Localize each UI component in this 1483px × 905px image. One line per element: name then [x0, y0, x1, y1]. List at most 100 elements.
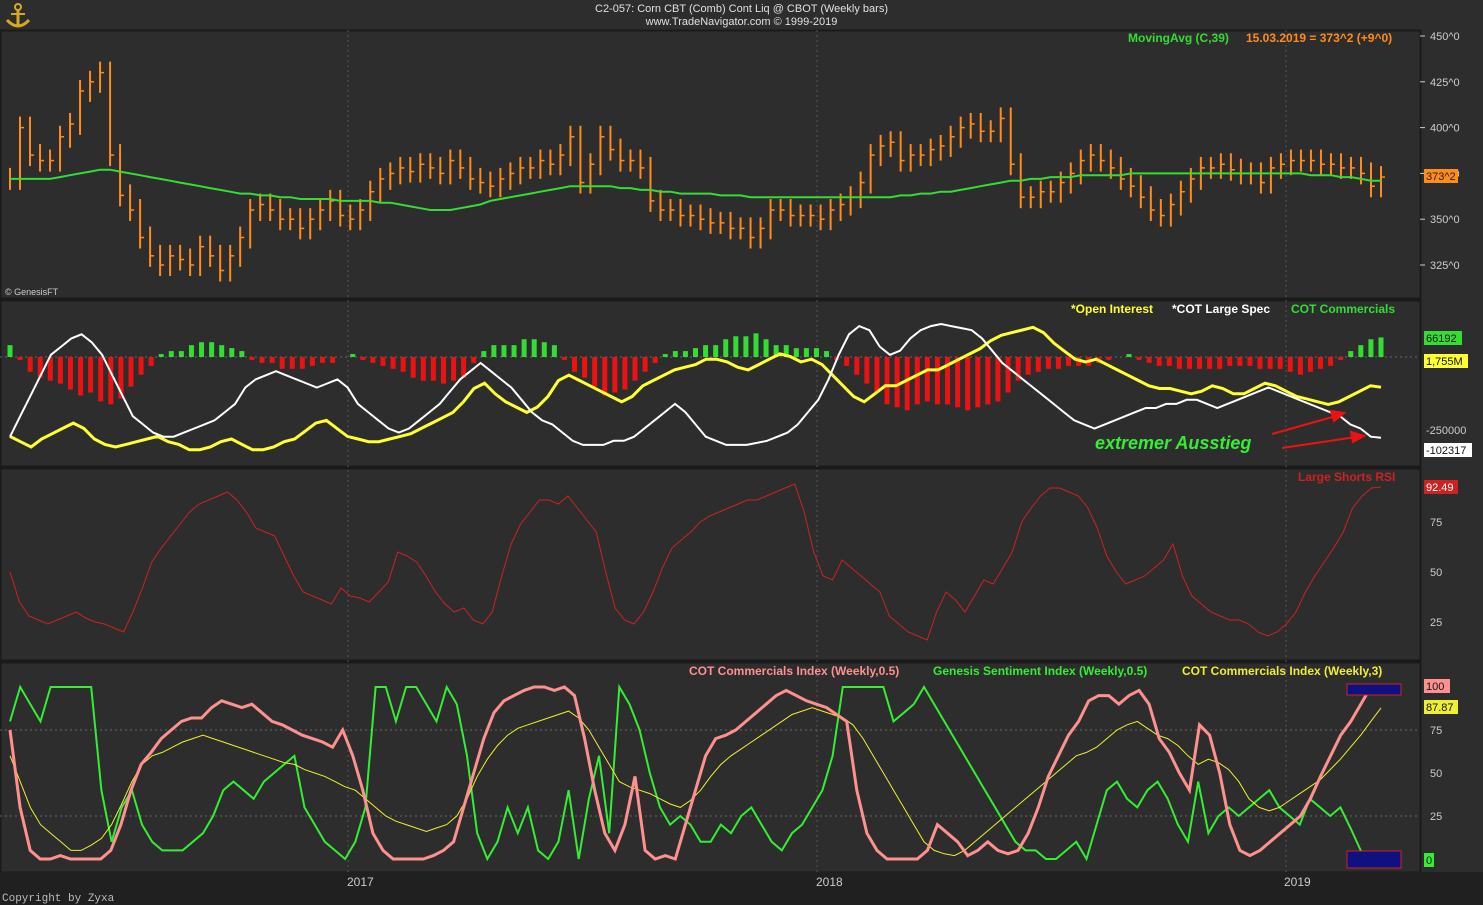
commercials-bar [148, 357, 154, 366]
rsi-badge: 92.49 [1426, 482, 1454, 494]
spec-badge-bg [1424, 443, 1472, 457]
panel-frame-3 [0, 661, 1422, 874]
cot-index3-badge: 87.87 [1426, 702, 1454, 714]
price-bars [9, 61, 1385, 282]
commercials-bar [1348, 351, 1354, 357]
commercials-bar [1257, 357, 1263, 369]
commercials-bar [965, 357, 971, 411]
commercials-bar [572, 357, 578, 372]
commercials-bar [693, 348, 698, 357]
commercials-bar [612, 357, 618, 393]
commercials-bar [249, 357, 255, 360]
commercials-bar [1267, 357, 1273, 369]
commercials-bar [521, 339, 527, 357]
commercials-bar [440, 357, 446, 384]
commercials-bar [209, 342, 215, 357]
oi-badge-bg [1424, 354, 1468, 368]
commercials-bar [924, 357, 930, 402]
commercials-bar [158, 354, 164, 357]
commercials-bar [430, 357, 436, 381]
annotation-arrows [1271, 409, 1367, 449]
copyright-text: Copyright by Zyxa [2, 893, 115, 905]
commercials-bar [400, 357, 406, 372]
gridlines [0, 30, 1420, 872]
commercials-bar [955, 357, 961, 408]
commercials-bar [713, 345, 719, 357]
commercials-bar [98, 357, 104, 402]
commercials-bar [239, 351, 245, 357]
commercials-bar [410, 357, 416, 378]
comm-badge: 66192 [1426, 333, 1457, 345]
commercials-bar [813, 348, 819, 357]
commercials-bar [1106, 357, 1112, 360]
commercials-bar [1045, 357, 1051, 369]
chart-header-line1: C2-057: Corn CBT (Comb) Cont Liq @ CBOT … [595, 3, 888, 15]
commercials-bar [864, 357, 870, 384]
rsi-tick-label: 50 [1430, 567, 1442, 579]
commercials-bar [884, 357, 890, 405]
commercials-bar [471, 357, 477, 363]
commercials-bar [57, 357, 63, 384]
commercials-bar [188, 345, 194, 357]
commercials-histogram [7, 333, 1384, 411]
commercials-bar [1328, 357, 1334, 366]
cot-index-badge: 100 [1426, 681, 1444, 693]
chart-header-line2: www.TradeNavigator.com © 1999-2019 [645, 16, 838, 28]
commercials-bar [481, 351, 487, 357]
cot-index-badge-bg [1424, 679, 1450, 693]
price-last-badge: 373^2 [1426, 171, 1456, 183]
commercials-bar [753, 333, 759, 357]
commercials-bar [47, 357, 53, 381]
commercials-bar [37, 357, 43, 378]
commercials-bar [803, 348, 809, 357]
price-tick-label: 325^0 [1430, 260, 1460, 272]
commercials-bar [592, 357, 598, 387]
commercials-bar [854, 357, 860, 375]
sentiment-badge: 0 [1426, 855, 1432, 867]
commercials-bar [541, 342, 547, 357]
commercials-bar [1378, 337, 1384, 357]
commercials-bar [1176, 357, 1182, 369]
commercials-bar [622, 357, 628, 390]
price-tick-label: 425^0 [1430, 77, 1460, 89]
commercials-bar [1277, 357, 1283, 369]
commercials-bar [672, 351, 678, 357]
commercials-bar [1136, 357, 1142, 360]
rsi-tick-label: 75 [1430, 517, 1442, 529]
commercials-bar [773, 345, 779, 357]
commercials-bar [1237, 357, 1243, 366]
commercials-bar [743, 336, 749, 357]
commercials-bar [975, 357, 981, 408]
index-bottom-box [1346, 850, 1402, 869]
commercials-bar [632, 357, 638, 381]
panel-frame-0 [0, 29, 1422, 300]
commercials-bar [561, 357, 567, 360]
commercials-bar [1287, 357, 1293, 372]
commercials-bar [330, 357, 336, 363]
commercials-bar [128, 357, 134, 387]
x-axis-band [0, 872, 1483, 905]
oi-legend: *Open Interest [1071, 302, 1153, 316]
commercials-bar [1358, 345, 1364, 357]
index-tick-label: 75 [1430, 725, 1442, 737]
commercials-bar [299, 357, 305, 369]
oi-badge: 1,755M [1426, 356, 1463, 368]
commercials-bar [602, 357, 608, 396]
commercials-bar [1015, 357, 1021, 381]
commercials-bar [67, 357, 73, 390]
commercials-bar [1338, 357, 1344, 360]
commercials-bar [1186, 357, 1192, 369]
anchor-logo-icon [5, 3, 31, 28]
x-label-2018: 2018 [816, 875, 843, 889]
commercials-bar [995, 357, 1001, 402]
commercials-bar [1247, 357, 1253, 366]
commercials-bar [945, 357, 951, 405]
commercials-bar [1055, 357, 1061, 369]
commercials-bar [904, 357, 910, 411]
cot-index-line [8, 685, 1381, 861]
commercials-bar [108, 357, 114, 405]
cot-index3-badge-bg [1424, 700, 1458, 714]
commercials-bar [551, 345, 557, 357]
